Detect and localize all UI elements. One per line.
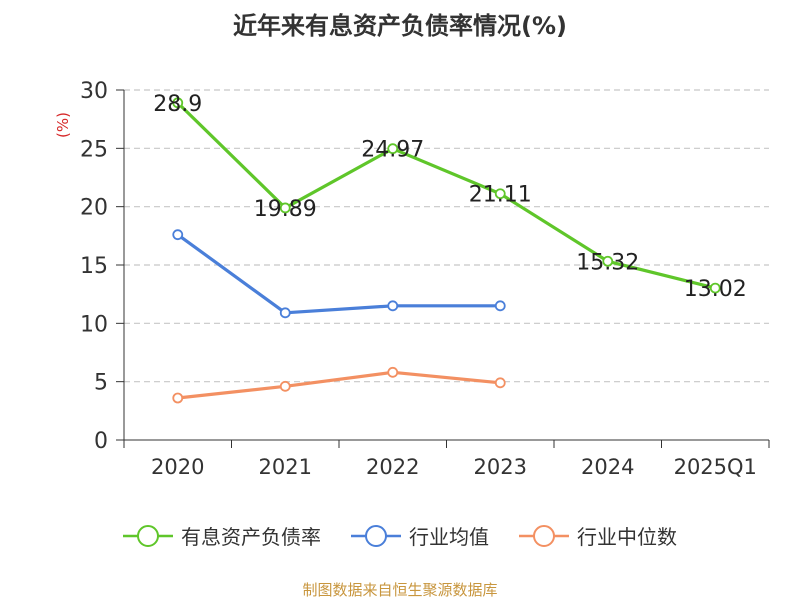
chart-title: 近年来有息资产负债率情况(%) [233,12,567,40]
data-label: 28.9 [153,92,202,117]
data-label: 15.32 [576,250,639,275]
legend-marker [533,524,555,547]
legend-swatch [123,524,173,547]
data-point [387,366,399,378]
y-tick-label: 20 [80,196,108,221]
data-point [494,377,506,389]
legend-marker [365,524,387,547]
y-tick-label: 25 [80,137,108,162]
x-tick-label: 2023 [474,455,527,479]
legend-item[interactable]: 行业均值 [351,521,489,550]
line-chart: 0 5 10 15 20 25 30 (%) 2020 2021 2022 2023 2024 2025Q… [54,79,770,479]
data-point [172,97,184,109]
x-tick-label: 2025Q1 [674,455,757,479]
x-tick-label: 2022 [366,455,419,479]
data-point [172,229,184,241]
y-tick-label: 5 [94,371,108,396]
x-tick-label: 2020 [151,455,204,479]
legend-swatch [519,524,569,547]
legend-label: 行业均值 [409,525,489,549]
source-footer: 制图数据来自恒生聚源数据库 [302,581,498,599]
x-tick-label: 2021 [259,455,312,479]
y-tick-label: 0 [94,429,108,454]
data-label: 19.89 [254,197,317,222]
data-point [494,300,506,312]
y-tick-label: 10 [80,312,108,337]
legend-swatch [351,524,401,547]
data-label: 13.02 [684,277,747,302]
legend-marker [137,524,159,547]
series-line-0 [176,101,716,290]
data-label: 24.97 [361,138,424,163]
series-line-2 [177,370,501,400]
y-axis-label: (%) [54,112,72,138]
legend-label: 有息资产负债率 [181,525,321,549]
legend-label: 行业中位数 [577,525,677,549]
x-tick-label: 2024 [581,455,634,479]
y-tick-label: 30 [80,79,108,104]
data-point [172,392,184,404]
legend: 有息资产负债率 行业均值 行业中位数 [0,521,800,550]
data-label: 21.11 [469,183,532,208]
data-point [387,300,399,312]
data-point [387,143,399,155]
data-point [279,307,291,319]
legend-item[interactable]: 有息资产负债率 [123,521,321,550]
data-point [279,380,291,392]
data-point [279,202,291,214]
series-line-1 [176,233,501,315]
legend-item[interactable]: 行业中位数 [519,521,677,550]
data-point [494,188,506,200]
data-point [709,282,721,294]
y-tick-label: 15 [80,254,108,279]
data-point [602,255,614,267]
